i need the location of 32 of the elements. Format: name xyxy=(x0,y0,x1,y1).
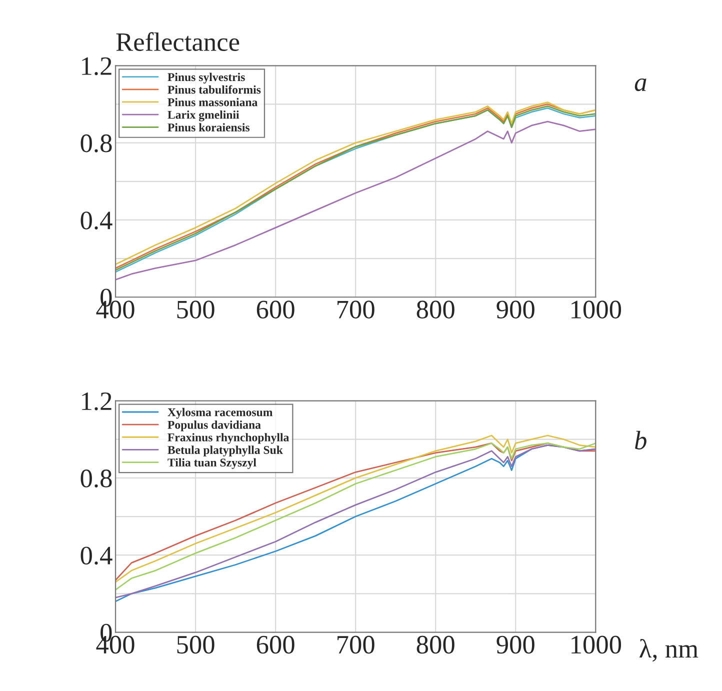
legend-label: Larix gmelinii xyxy=(168,110,240,122)
x-tick-label: 900 xyxy=(496,300,534,318)
legend-label: Pinus massoniana xyxy=(168,98,258,106)
y-tick-label: 0.8 xyxy=(80,470,112,488)
x-tick-label: 600 xyxy=(256,300,294,318)
x-tick-label: 800 xyxy=(416,300,454,318)
x-tick-label: 900 xyxy=(496,636,534,654)
y-tick-label: 1.2 xyxy=(82,392,112,410)
y-tick-label: 1.2 xyxy=(82,57,112,76)
x-tick-label: 800 xyxy=(416,636,454,654)
legend-label: Pinus koraiensis xyxy=(168,123,250,132)
legend-label: Xylosma racemosum xyxy=(168,408,273,419)
x-tick-label: 600 xyxy=(256,636,294,654)
text: a xyxy=(634,78,646,92)
legend-label: Pinus tabuliformis xyxy=(168,85,261,94)
x-tick-label: 700 xyxy=(338,636,374,654)
x-tick-label: 1000 xyxy=(572,300,622,318)
y-axis-title: Reflectance xyxy=(116,32,240,52)
legend-label: Populus davidiana xyxy=(168,420,261,432)
y-tick-label: 0.4 xyxy=(80,546,112,565)
legend-label: Betula platyphylla Suk xyxy=(168,446,283,456)
x-tick-label: 500 xyxy=(177,300,214,318)
x-tick-label: 1000 xyxy=(572,636,622,654)
legend-label: Fraxinus rhynchophylla xyxy=(168,433,289,444)
text: b xyxy=(635,430,646,450)
x-tick-label: 500 xyxy=(177,636,214,654)
y-tick-label: 0.4 xyxy=(80,212,112,230)
x-axis-title: λ, nm xyxy=(640,638,698,662)
legend-label: Tilia tuan Szyszyl xyxy=(168,458,256,469)
y-tick-label: 0.8 xyxy=(80,134,112,152)
legend-label: Pinus sylvestris xyxy=(168,72,245,84)
x-tick-label: 700 xyxy=(338,300,374,318)
